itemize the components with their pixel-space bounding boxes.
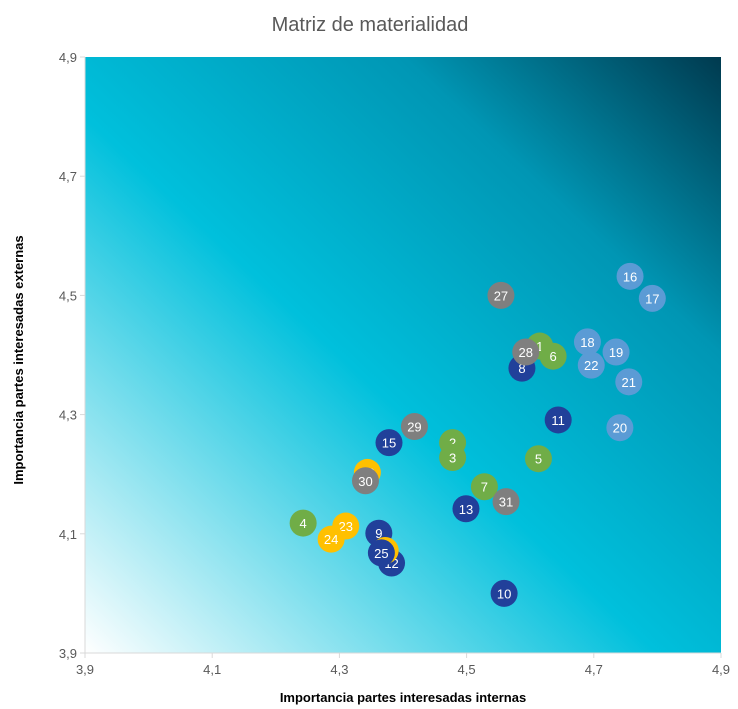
data-point-label: 21 [622,375,636,390]
data-point-7: 7 [470,473,498,501]
data-point-28: 28 [512,338,540,366]
data-points: 1234567891011121314151617181920212223242… [289,262,666,607]
data-point-16: 16 [616,262,644,290]
data-point-label: 10 [497,586,511,601]
data-point-15: 15 [375,429,403,457]
data-point-29: 29 [400,413,428,441]
data-point-label: 11 [551,413,565,428]
data-point-marker [638,284,666,312]
data-point-3: 3 [439,444,467,472]
data-point-4: 4 [289,509,317,537]
data-point-5: 5 [524,445,552,473]
data-point-label: 25 [374,546,388,561]
y-tick-label: 3,9 [59,646,77,661]
data-point-19: 19 [602,338,630,366]
data-point-marker [606,414,634,442]
data-point-marker [317,525,345,553]
data-point-marker [573,328,601,356]
data-point-13: 13 [452,495,480,523]
data-point-label: 8 [518,361,525,376]
data-point-marker [512,338,540,366]
y-tick-label: 4,7 [59,169,77,184]
data-point-label: 18 [580,335,594,350]
data-point-label: 22 [584,358,598,373]
data-point-17: 17 [638,284,666,312]
x-tick-label: 4,9 [712,662,730,677]
data-point-label: 31 [499,495,513,510]
data-point-6: 6 [539,342,567,370]
data-point-label: 13 [459,502,473,517]
x-axis-ticks: 3,9 4,1 4,3 4,5 4,7 4,9 [76,653,730,677]
data-point-label: 3 [449,451,456,466]
chart-title: Matriz de materialidad [272,14,469,36]
y-tick-label: 4,3 [59,408,77,423]
x-tick-label: 4,3 [330,662,348,677]
data-point-10: 10 [490,579,518,607]
data-point-label: 2 [449,436,456,451]
data-point-30: 30 [351,467,379,495]
y-axis-label: Importancia partes interesadas externas [11,235,26,484]
data-point-label: 5 [535,452,542,467]
data-point-label: 29 [407,420,421,435]
data-point-label: 7 [481,480,488,495]
data-point-label: 17 [645,291,659,306]
data-point-label: 23 [339,519,353,534]
data-point-marker [439,444,467,472]
data-point-marker [452,495,480,523]
data-point-marker [490,579,518,607]
data-point-label: 4 [300,516,307,531]
data-point-label: 30 [358,474,372,489]
data-point-20: 20 [606,414,634,442]
y-tick-label: 4,1 [59,527,77,542]
y-axis-ticks: 3,9 4,1 4,3 4,5 4,7 4,9 [59,50,85,661]
data-point-label: 15 [382,436,396,451]
data-point-marker [470,473,498,501]
data-point-18: 18 [573,328,601,356]
y-tick-label: 4,5 [59,288,77,303]
data-point-marker [400,413,428,441]
data-point-marker [351,467,379,495]
y-tick-label: 4,9 [59,50,77,65]
data-point-24: 24 [317,525,345,553]
data-point-label: 19 [609,345,623,360]
x-tick-label: 4,5 [458,662,476,677]
x-tick-label: 3,9 [76,662,94,677]
data-point-22: 22 [577,351,605,379]
data-point-marker [616,262,644,290]
data-point-marker [487,281,515,309]
data-point-marker [375,429,403,457]
data-point-marker [289,509,317,537]
data-point-marker [602,338,630,366]
data-point-label: 1 [536,339,543,354]
data-point-11: 11 [544,406,572,434]
data-point-label: 27 [494,288,508,303]
x-axis-label: Importancia partes interesadas internas [280,690,526,705]
data-point-label: 6 [549,349,556,364]
data-point-label: 9 [375,526,382,541]
data-point-marker [539,342,567,370]
data-point-marker [524,445,552,473]
data-point-21: 21 [615,368,643,396]
data-point-marker [492,488,520,516]
data-point-marker [577,351,605,379]
data-point-marker [544,406,572,434]
data-point-marker [615,368,643,396]
data-point-27: 27 [487,281,515,309]
x-tick-label: 4,7 [585,662,603,677]
data-point-31: 31 [492,488,520,516]
x-tick-label: 4,1 [203,662,221,677]
data-point-label: 24 [324,532,338,547]
data-point-label: 16 [623,269,637,284]
data-point-label: 20 [613,421,627,436]
data-point-label: 28 [519,345,533,360]
data-point-25: 25 [367,539,395,567]
data-point-marker [367,539,395,567]
